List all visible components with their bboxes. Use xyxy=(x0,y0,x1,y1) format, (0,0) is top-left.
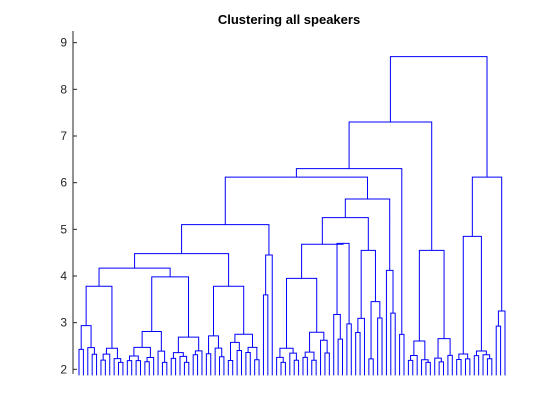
dendrogram-link xyxy=(146,357,155,376)
dendrogram-link xyxy=(179,355,188,376)
dendrogram-link xyxy=(85,285,113,349)
dendrogram-link xyxy=(482,354,491,376)
y-tick-label: 4 xyxy=(60,269,67,283)
dendrogram-link xyxy=(98,267,171,287)
dendrogram-link xyxy=(236,349,242,376)
dendrogram-link xyxy=(219,356,225,376)
dendrogram-link xyxy=(234,333,253,348)
dendrogram-link xyxy=(245,352,251,376)
dendrogram-link xyxy=(194,350,203,376)
y-tick-label: 9 xyxy=(60,36,67,50)
dendrogram-link xyxy=(377,317,383,376)
dendrogram-link xyxy=(192,354,199,376)
y-tick-label: 2 xyxy=(60,362,67,376)
dendrogram-link xyxy=(224,176,369,225)
dendrogram-link xyxy=(100,359,106,376)
dendrogram-link xyxy=(337,338,344,376)
dendrogram-link xyxy=(254,359,260,376)
dendrogram-link xyxy=(181,224,270,255)
dendrogram-link xyxy=(410,355,418,376)
y-tick-label: 7 xyxy=(60,129,67,143)
y-tick-label: 8 xyxy=(60,82,67,96)
chart-title: Clustering all speakers xyxy=(218,12,360,27)
dendrogram-link xyxy=(471,176,503,311)
dendrogram-link xyxy=(301,243,344,279)
y-axis: 2 3 4 5 6 7 8 9 xyxy=(60,31,77,376)
y-tick-label: 6 xyxy=(60,176,67,190)
dendrogram-link xyxy=(78,348,84,376)
dendrogram-links xyxy=(78,56,506,376)
dendrogram-link xyxy=(389,56,488,178)
dendrogram-link xyxy=(324,352,330,376)
dendrogram-link xyxy=(133,346,151,358)
plot-area xyxy=(73,31,510,374)
dendrogram-link xyxy=(473,355,480,376)
dendrogram-link xyxy=(464,358,471,376)
dendrogram-link xyxy=(212,285,245,336)
dendrogram-link xyxy=(438,361,445,376)
y-tick-label: 5 xyxy=(60,222,67,236)
dendrogram-link xyxy=(336,242,350,324)
dendrogram-link xyxy=(262,294,269,376)
dendrogram-link xyxy=(172,352,184,359)
dendrogram-link xyxy=(295,168,403,335)
dendrogram-link xyxy=(447,354,453,376)
dendrogram-link xyxy=(126,360,133,376)
dendrogram-link xyxy=(321,217,369,251)
dendrogram-link xyxy=(458,353,469,360)
dendrogram-link xyxy=(157,350,166,376)
y-tick-label: 3 xyxy=(60,316,67,330)
dendrogram-link xyxy=(407,359,414,376)
dendrogram-link xyxy=(247,346,258,360)
dendrogram-link xyxy=(177,336,200,353)
dendrogram-link xyxy=(91,353,98,376)
